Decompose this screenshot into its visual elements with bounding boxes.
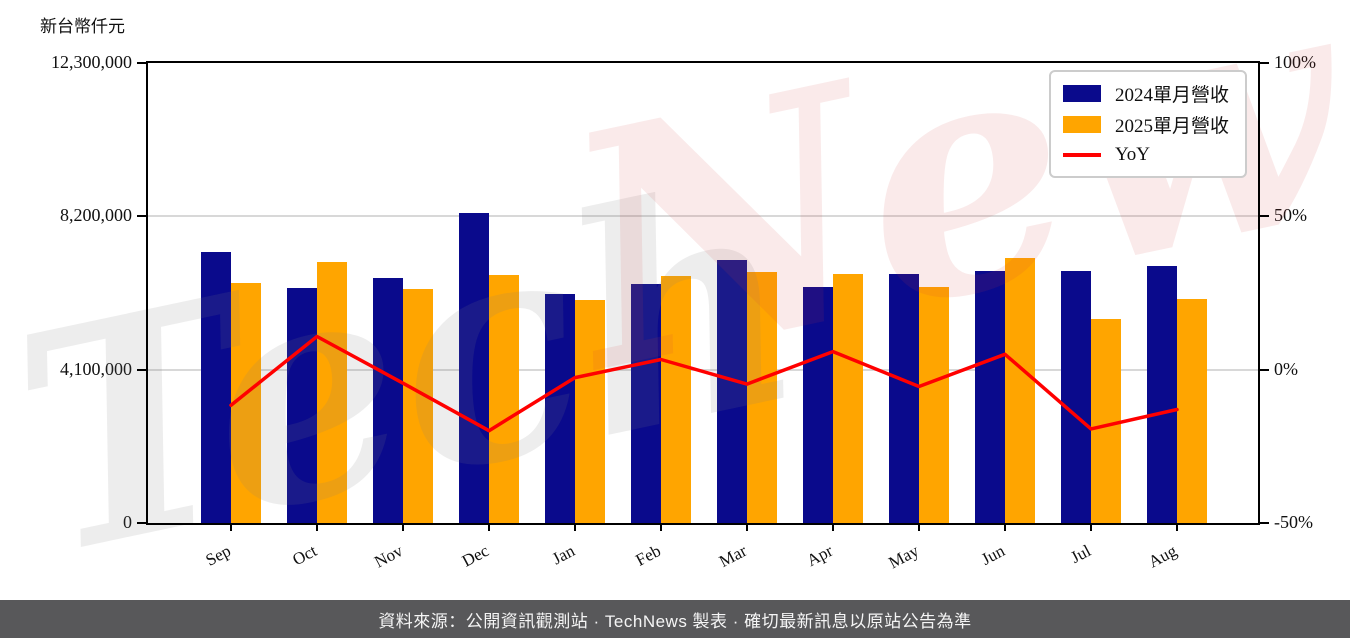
bar-2025單月營收 xyxy=(317,262,347,523)
footer-source-text: 資料來源：公開資訊觀測站 · TechNews 製表 · 確切最新訊息以原站公告… xyxy=(378,611,972,631)
chart-legend: 2024單月營收 2025單月營收 YoY xyxy=(1048,70,1247,178)
bar-2024單月營收 xyxy=(201,251,231,523)
left-axis-tick xyxy=(137,368,146,371)
x-axis-tick xyxy=(1176,523,1178,531)
legend-item-yoy: YoY xyxy=(1062,142,1229,168)
legend-label-yoy: YoY xyxy=(1114,144,1151,165)
right-axis-tick-label: 0% xyxy=(1274,358,1298,379)
x-axis-label: Dec xyxy=(458,541,492,571)
right-axis-tick-label: 100% xyxy=(1274,52,1316,72)
bar-2025單月營收 xyxy=(1177,298,1207,523)
footer-bar: 資料來源：公開資訊觀測站 · TechNews 製表 · 確切最新訊息以原站公告… xyxy=(0,600,1350,638)
x-axis-tick xyxy=(832,523,834,531)
x-axis-tick xyxy=(1004,523,1006,531)
bar-2024單月營收 xyxy=(459,213,489,523)
x-axis-tick xyxy=(746,523,748,531)
x-axis-tick xyxy=(574,523,576,531)
x-axis-label: Mar xyxy=(715,541,750,572)
bar-2024單月營收 xyxy=(975,270,1005,523)
x-axis-label: Aug xyxy=(1145,541,1180,572)
x-axis-tick xyxy=(1090,523,1092,531)
x-axis-label: Jan xyxy=(548,541,578,569)
bar-2024單月營收 xyxy=(545,294,575,523)
bar-2025單月營收 xyxy=(1091,319,1121,523)
left-axis-tick xyxy=(137,215,146,218)
legend-item-2024: 2024單月營收 xyxy=(1062,80,1229,106)
legend-swatch-2025 xyxy=(1062,115,1101,133)
x-axis-label: Oct xyxy=(289,541,320,570)
gridline xyxy=(148,368,1258,371)
right-axis-tick xyxy=(1260,62,1269,64)
x-axis-label: Nov xyxy=(371,541,406,572)
bar-2025單月營收 xyxy=(1005,257,1035,523)
x-axis-label: Sep xyxy=(202,541,234,570)
bar-2024單月營收 xyxy=(717,260,747,523)
yoy-line-layer xyxy=(229,334,1179,433)
bar-2025單月營收 xyxy=(747,272,777,523)
legend-label-2024: 2024單月營收 xyxy=(1114,84,1229,106)
right-axis-tick xyxy=(1260,368,1269,371)
legend-swatch-2024 xyxy=(1062,84,1101,102)
right-axis-tick xyxy=(1260,522,1269,524)
right-axis-tick xyxy=(1260,215,1269,218)
bar-2025單月營收 xyxy=(403,289,433,523)
left-axis-tick-label: 8,200,000 xyxy=(60,205,132,226)
bar-2024單月營收 xyxy=(1147,265,1177,523)
left-axis-unit-label: 新台幣仟元 xyxy=(40,17,125,36)
bar-2025單月營收 xyxy=(489,275,519,523)
x-axis-tick xyxy=(918,523,920,531)
right-axis-tick-label: -50% xyxy=(1274,512,1313,532)
x-axis-label: May xyxy=(885,541,922,573)
bar-2024單月營收 xyxy=(287,287,317,523)
gridline xyxy=(148,215,1258,218)
left-axis-tick-label: 12,300,000 xyxy=(51,52,132,72)
yoy-line xyxy=(229,334,1179,433)
left-axis-tick-label: 0 xyxy=(123,512,132,532)
right-axis-tick-label: 50% xyxy=(1274,205,1307,226)
x-axis-label: Jun xyxy=(978,541,1008,569)
x-axis-tick xyxy=(316,523,318,531)
bar-2025單月營收 xyxy=(919,287,949,523)
bar-2024單月營收 xyxy=(803,287,833,523)
bar-2024單月營收 xyxy=(1061,270,1091,523)
left-axis-tick-label: 4,100,000 xyxy=(60,358,132,379)
left-axis-tick xyxy=(137,522,146,524)
bar-2025單月營收 xyxy=(833,273,863,523)
x-axis-tick xyxy=(488,523,490,531)
bar-2025單月營收 xyxy=(661,276,691,523)
bar-2024單月營收 xyxy=(373,278,403,523)
x-axis-label: Feb xyxy=(632,541,664,570)
legend-label-2025: 2025單月營收 xyxy=(1114,115,1229,137)
left-axis-tick xyxy=(137,62,146,64)
x-axis-tick xyxy=(402,523,404,531)
x-axis-tick xyxy=(660,523,662,531)
x-axis-label: Jul xyxy=(1067,541,1094,568)
bar-2024單月營收 xyxy=(631,284,661,523)
legend-item-2025: 2025單月營收 xyxy=(1062,111,1229,137)
bar-2024單月營收 xyxy=(889,273,919,523)
bar-2025單月營收 xyxy=(575,300,605,523)
x-axis-tick xyxy=(230,523,232,531)
x-axis-label: Apr xyxy=(803,541,836,571)
legend-swatch-yoy-line xyxy=(1062,153,1101,157)
plot-area: Tech News 12,300,0008,200,0004,100,00001… xyxy=(0,0,1350,623)
